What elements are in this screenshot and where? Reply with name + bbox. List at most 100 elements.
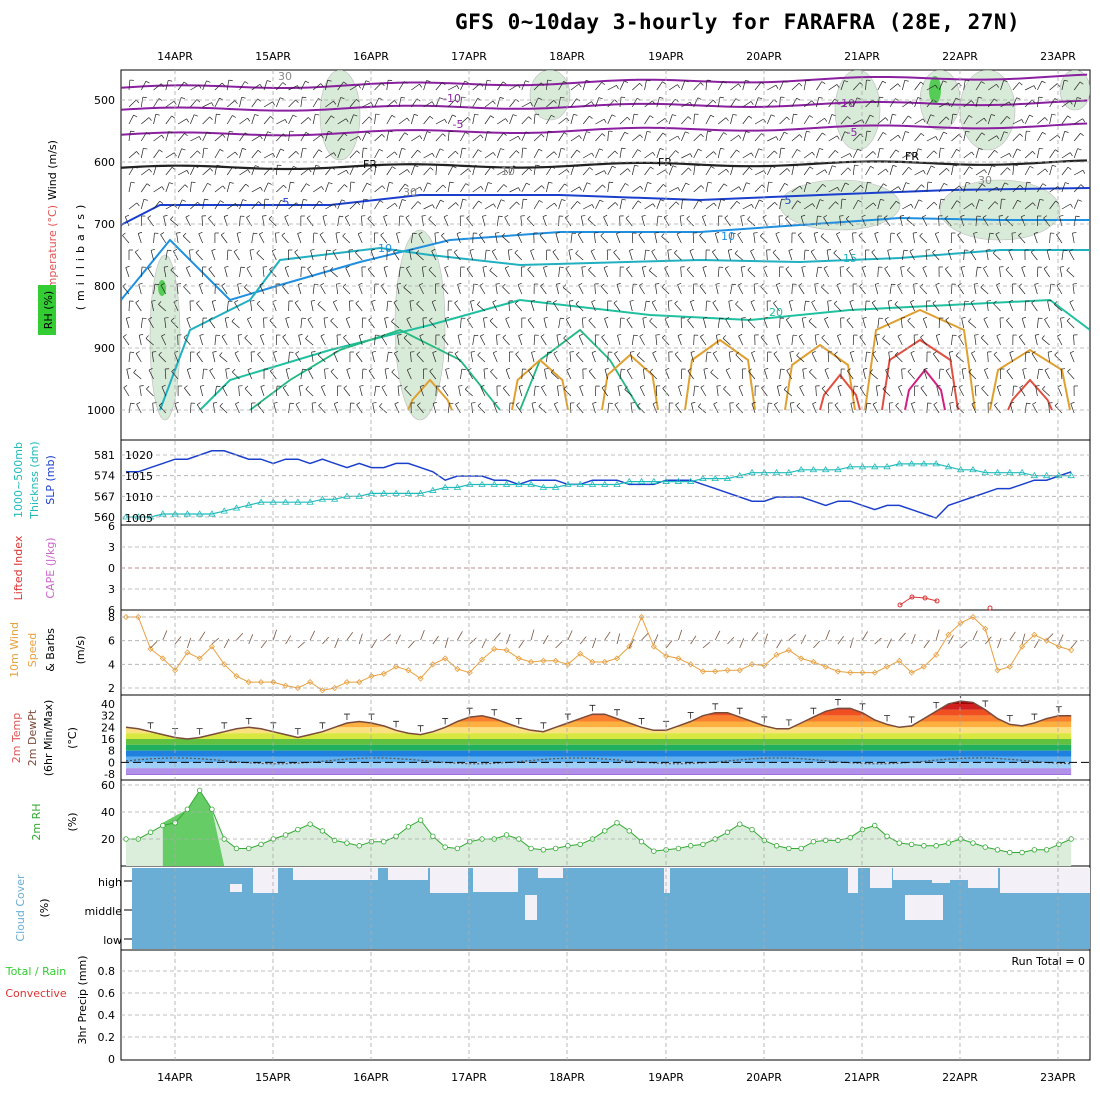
upper-wind-barb	[460, 117, 469, 125]
upper-wind-barb	[196, 404, 203, 414]
upper-wind-barb-flag	[831, 114, 836, 117]
upper-wind-barb	[336, 334, 339, 346]
upper-wind-barb	[202, 199, 205, 210]
wind-speed-point	[528, 658, 535, 666]
upper-wind-barb	[138, 335, 142, 346]
upper-wind-barb	[901, 182, 907, 193]
rh-point	[209, 806, 215, 812]
upper-wind-barb-flag	[1010, 401, 1015, 404]
thickness-point	[760, 468, 769, 476]
contour-label: 10	[378, 242, 392, 255]
upper-wind-barb-flag	[883, 215, 888, 219]
upper-wind-barb	[656, 169, 666, 176]
upper-wind-barb	[325, 100, 334, 108]
upper-wind-barb	[383, 267, 388, 278]
upper-wind-barb-flag	[942, 80, 947, 83]
upper-wind-barb-flag	[858, 232, 863, 236]
upper-wind-barb-flag	[378, 97, 383, 101]
upper-wind-barb	[337, 97, 341, 108]
upper-wind-barb-flag	[525, 131, 530, 134]
upper-wind-barb	[753, 233, 756, 244]
upper-wind-barb-flag	[544, 368, 549, 370]
upper-wind-barb	[509, 84, 519, 91]
upper-wind-barb	[983, 318, 989, 329]
upper-wind-barb-flag	[774, 202, 778, 206]
upper-wind-barb-flag	[516, 201, 520, 206]
upper-wind-barb-flag	[971, 151, 975, 156]
upper-wind-barb-flag	[394, 151, 398, 156]
upper-wind-barb-flag	[977, 266, 982, 269]
upper-wind-barb	[644, 250, 646, 261]
upper-wind-barb	[546, 301, 548, 312]
upper-wind-barb	[741, 368, 744, 380]
upper-wind-barb	[914, 97, 919, 108]
upper-wind-barb-flag	[139, 385, 144, 387]
upper-wind-barb	[1073, 133, 1081, 142]
upper-wind-barb	[875, 386, 879, 397]
wind-speed-point	[319, 687, 326, 694]
upper-wind-barb	[570, 135, 580, 142]
upper-wind-barb-flag	[736, 200, 741, 205]
upper-wind-barb	[998, 216, 1001, 227]
upper-wind-barb	[975, 81, 982, 91]
date-top-22APR: 22APR	[942, 50, 978, 63]
upper-wind-barb	[1032, 404, 1038, 414]
upper-wind-barb-flag	[441, 232, 445, 236]
upper-wind-barb	[391, 371, 400, 380]
upper-wind-barb-flag	[228, 79, 233, 82]
upper-wind-barb	[349, 300, 351, 312]
upper-wind-barb	[380, 234, 388, 244]
upper-wind-barb	[312, 284, 315, 295]
upper-wind-barb-flag	[152, 351, 157, 353]
upper-wind-barb-flag	[979, 199, 984, 202]
upper-wind-barb	[484, 203, 494, 210]
upper-wind-barb-flag	[907, 267, 911, 271]
upper-wind-barb	[177, 97, 182, 108]
upper-wind-barb-flag	[707, 181, 712, 184]
upper-wind-barb-flag	[159, 200, 164, 204]
upper-wind-barb	[951, 134, 960, 142]
upper-wind-barb	[988, 186, 998, 193]
upper-wind-barb-flag	[198, 84, 202, 89]
upper-wind-barb-flag	[168, 79, 173, 82]
upper-wind-barb	[190, 402, 192, 414]
wind-barb-10m	[813, 640, 820, 649]
upper-wind-barb	[785, 319, 793, 329]
wind-speed-point	[638, 613, 645, 621]
temp-minmax-marker	[834, 699, 841, 706]
upper-wind-barb-flag	[920, 385, 925, 389]
upper-wind-barb	[767, 84, 777, 91]
upper-wind-barb	[828, 135, 838, 142]
upper-wind-barb	[256, 252, 265, 261]
upper-wind-barb	[342, 286, 351, 295]
upper-wind-barb	[482, 216, 486, 227]
upper-wind-barb	[913, 284, 915, 295]
upper-wind-barb	[920, 387, 928, 397]
loop-orange-3	[684, 338, 756, 411]
upper-wind-barb-flag	[956, 403, 960, 407]
upper-wind-barb	[429, 370, 437, 380]
upper-wind-barb-flag	[783, 80, 788, 83]
upper-wind-barb-flag	[694, 164, 700, 167]
upper-wind-barb-flag	[176, 232, 181, 234]
upper-wind-barb	[177, 118, 187, 125]
rh-ylabel2: (%)	[66, 812, 79, 831]
upper-wind-barb	[914, 81, 921, 91]
wind-barb-10m	[457, 631, 463, 641]
upper-wind-barb-flag	[591, 299, 596, 303]
upper-wind-barb-flag	[604, 170, 607, 175]
upper-wind-barb	[907, 320, 915, 329]
upper-wind-barb	[632, 134, 641, 142]
upper-wind-barb-flag	[579, 384, 584, 387]
upper-wind-barb	[910, 301, 915, 312]
upper-wind-barb	[386, 182, 390, 193]
upper-wind-barb	[936, 386, 940, 397]
thk-ytick-560: 560	[94, 511, 115, 524]
upper-wind-barb-flag	[123, 334, 127, 338]
upper-wind-barb	[247, 318, 253, 329]
upper-wind-barb	[828, 186, 838, 193]
rh-point	[258, 841, 264, 848]
upper-wind-barb	[1072, 233, 1075, 244]
upper-wind-barb-flag	[715, 282, 720, 285]
thickness-point	[527, 480, 535, 487]
